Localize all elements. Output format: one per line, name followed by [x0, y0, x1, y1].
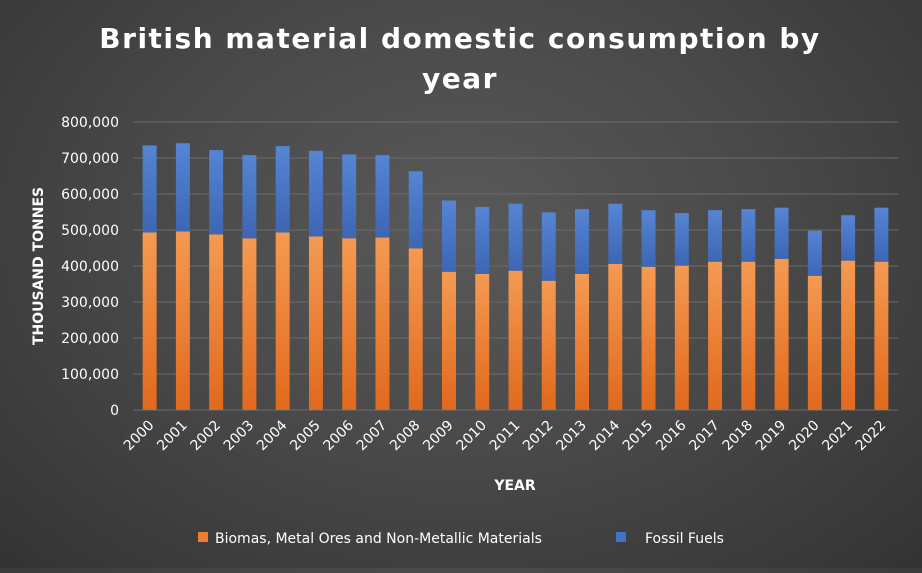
- bar-materials-2015: [641, 266, 656, 410]
- x-tick-label: 2012: [520, 418, 557, 455]
- y-tick-label: 0: [110, 403, 119, 419]
- bars: [142, 143, 889, 410]
- x-tick-label: 2009: [420, 418, 457, 455]
- bar-fossil-fuels-2016: [674, 213, 689, 266]
- bar-materials-2019: [774, 258, 789, 410]
- x-tick-label: 2015: [620, 418, 657, 455]
- bar-fossil-fuels-2001: [175, 143, 190, 232]
- x-tick-label: 2010: [454, 418, 491, 455]
- y-tick-label: 100,000: [61, 367, 119, 383]
- bar-materials-2000: [142, 232, 157, 410]
- x-tick-label: 2019: [753, 418, 790, 455]
- bar-fossil-fuels-2006: [342, 154, 357, 239]
- bar-fossil-fuels-2018: [741, 209, 756, 262]
- bar-fossil-fuels-2004: [275, 146, 290, 233]
- x-tick-label: 2014: [587, 417, 624, 454]
- bar-materials-2012: [541, 280, 556, 410]
- bar-materials-2004: [275, 232, 290, 410]
- bar-fossil-fuels-2020: [807, 230, 822, 276]
- bar-fossil-fuels-2008: [408, 171, 423, 249]
- x-tick-label: 2007: [354, 418, 391, 455]
- legend-swatch-fossil-fuels: [616, 532, 626, 542]
- x-axis-ticks: 2000200120022003200420052006200720082009…: [121, 417, 889, 454]
- x-tick-label: 2000: [121, 418, 158, 455]
- bar-fossil-fuels-2000: [142, 145, 157, 233]
- legend-swatch-materials: [198, 532, 208, 542]
- bar-materials-2013: [575, 273, 590, 410]
- x-tick-label: 2018: [720, 418, 757, 455]
- bar-fossil-fuels-2015: [641, 210, 656, 267]
- chart-title-line-2: year: [422, 62, 498, 95]
- x-tick-label: 2008: [387, 418, 424, 455]
- x-tick-label: 2017: [686, 418, 723, 455]
- x-tick-label: 2003: [221, 418, 258, 455]
- bar-materials-2002: [209, 234, 224, 410]
- bar-fossil-fuels-2010: [475, 206, 490, 274]
- bar-fossil-fuels-2002: [209, 150, 224, 235]
- y-tick-label: 600,000: [61, 187, 119, 203]
- bar-fossil-fuels-2022: [874, 207, 889, 262]
- bar-fossil-fuels-2017: [708, 210, 723, 262]
- bar-materials-2009: [441, 271, 456, 410]
- y-tick-label: 500,000: [61, 223, 119, 239]
- x-tick-label: 2013: [553, 418, 590, 455]
- bar-fossil-fuels-2013: [575, 209, 590, 274]
- bar-materials-2011: [508, 270, 523, 410]
- x-tick-label: 2002: [187, 418, 224, 455]
- x-axis-label: YEAR: [493, 478, 536, 494]
- y-axis-label: THOUSAND TONNES: [31, 187, 47, 345]
- bar-fossil-fuels-2007: [375, 155, 390, 238]
- bar-materials-2007: [375, 237, 390, 410]
- bar-materials-2001: [175, 231, 190, 410]
- bar-materials-2014: [608, 263, 623, 410]
- bar-materials-2022: [874, 261, 889, 410]
- bar-materials-2021: [841, 260, 856, 410]
- x-tick-label: 2001: [154, 418, 191, 455]
- bar-fossil-fuels-2014: [608, 203, 623, 264]
- x-tick-label: 2004: [254, 417, 291, 454]
- bar-fossil-fuels-2019: [774, 207, 789, 259]
- bar-materials-2005: [308, 236, 323, 410]
- y-tick-label: 200,000: [61, 331, 119, 347]
- bar-materials-2008: [408, 248, 423, 410]
- x-tick-label: 2021: [819, 418, 856, 455]
- x-tick-label: 2011: [487, 418, 524, 455]
- chart-title-line-1: British material domestic consumption by: [99, 22, 820, 55]
- legend: Biomas, Metal Ores and Non-Metallic Mate…: [198, 531, 724, 547]
- bar-materials-2018: [741, 261, 756, 410]
- bar-materials-2003: [242, 238, 257, 410]
- x-tick-label: 2005: [287, 418, 324, 455]
- bar-fossil-fuels-2011: [508, 203, 523, 271]
- bar-fossil-fuels-2021: [841, 215, 856, 261]
- x-tick-label: 2022: [853, 418, 890, 455]
- bar-materials-2006: [342, 238, 357, 410]
- x-tick-label: 2020: [786, 418, 823, 455]
- x-tick-label: 2016: [653, 417, 690, 454]
- bar-materials-2010: [475, 273, 490, 410]
- y-tick-label: 800,000: [61, 115, 119, 131]
- x-tick-label: 2006: [321, 417, 358, 454]
- bar-materials-2020: [807, 275, 822, 410]
- bar-fossil-fuels-2012: [541, 212, 556, 281]
- bar-fossil-fuels-2009: [441, 200, 456, 272]
- y-tick-label: 400,000: [61, 259, 119, 275]
- y-tick-label: 700,000: [61, 151, 119, 167]
- legend-label-materials: Biomas, Metal Ores and Non-Metallic Mate…: [215, 531, 542, 547]
- bar-materials-2017: [708, 261, 723, 410]
- bar-materials-2016: [674, 265, 689, 410]
- legend-label-fossil-fuels: Fossil Fuels: [645, 531, 724, 547]
- y-axis-ticks: 0 100,000 200,000 300,000 400,000 500,000 600,…: [61, 115, 119, 419]
- bar-fossil-fuels-2003: [242, 155, 257, 239]
- y-tick-label: 300,000: [61, 295, 119, 311]
- bar-fossil-fuels-2005: [308, 150, 323, 237]
